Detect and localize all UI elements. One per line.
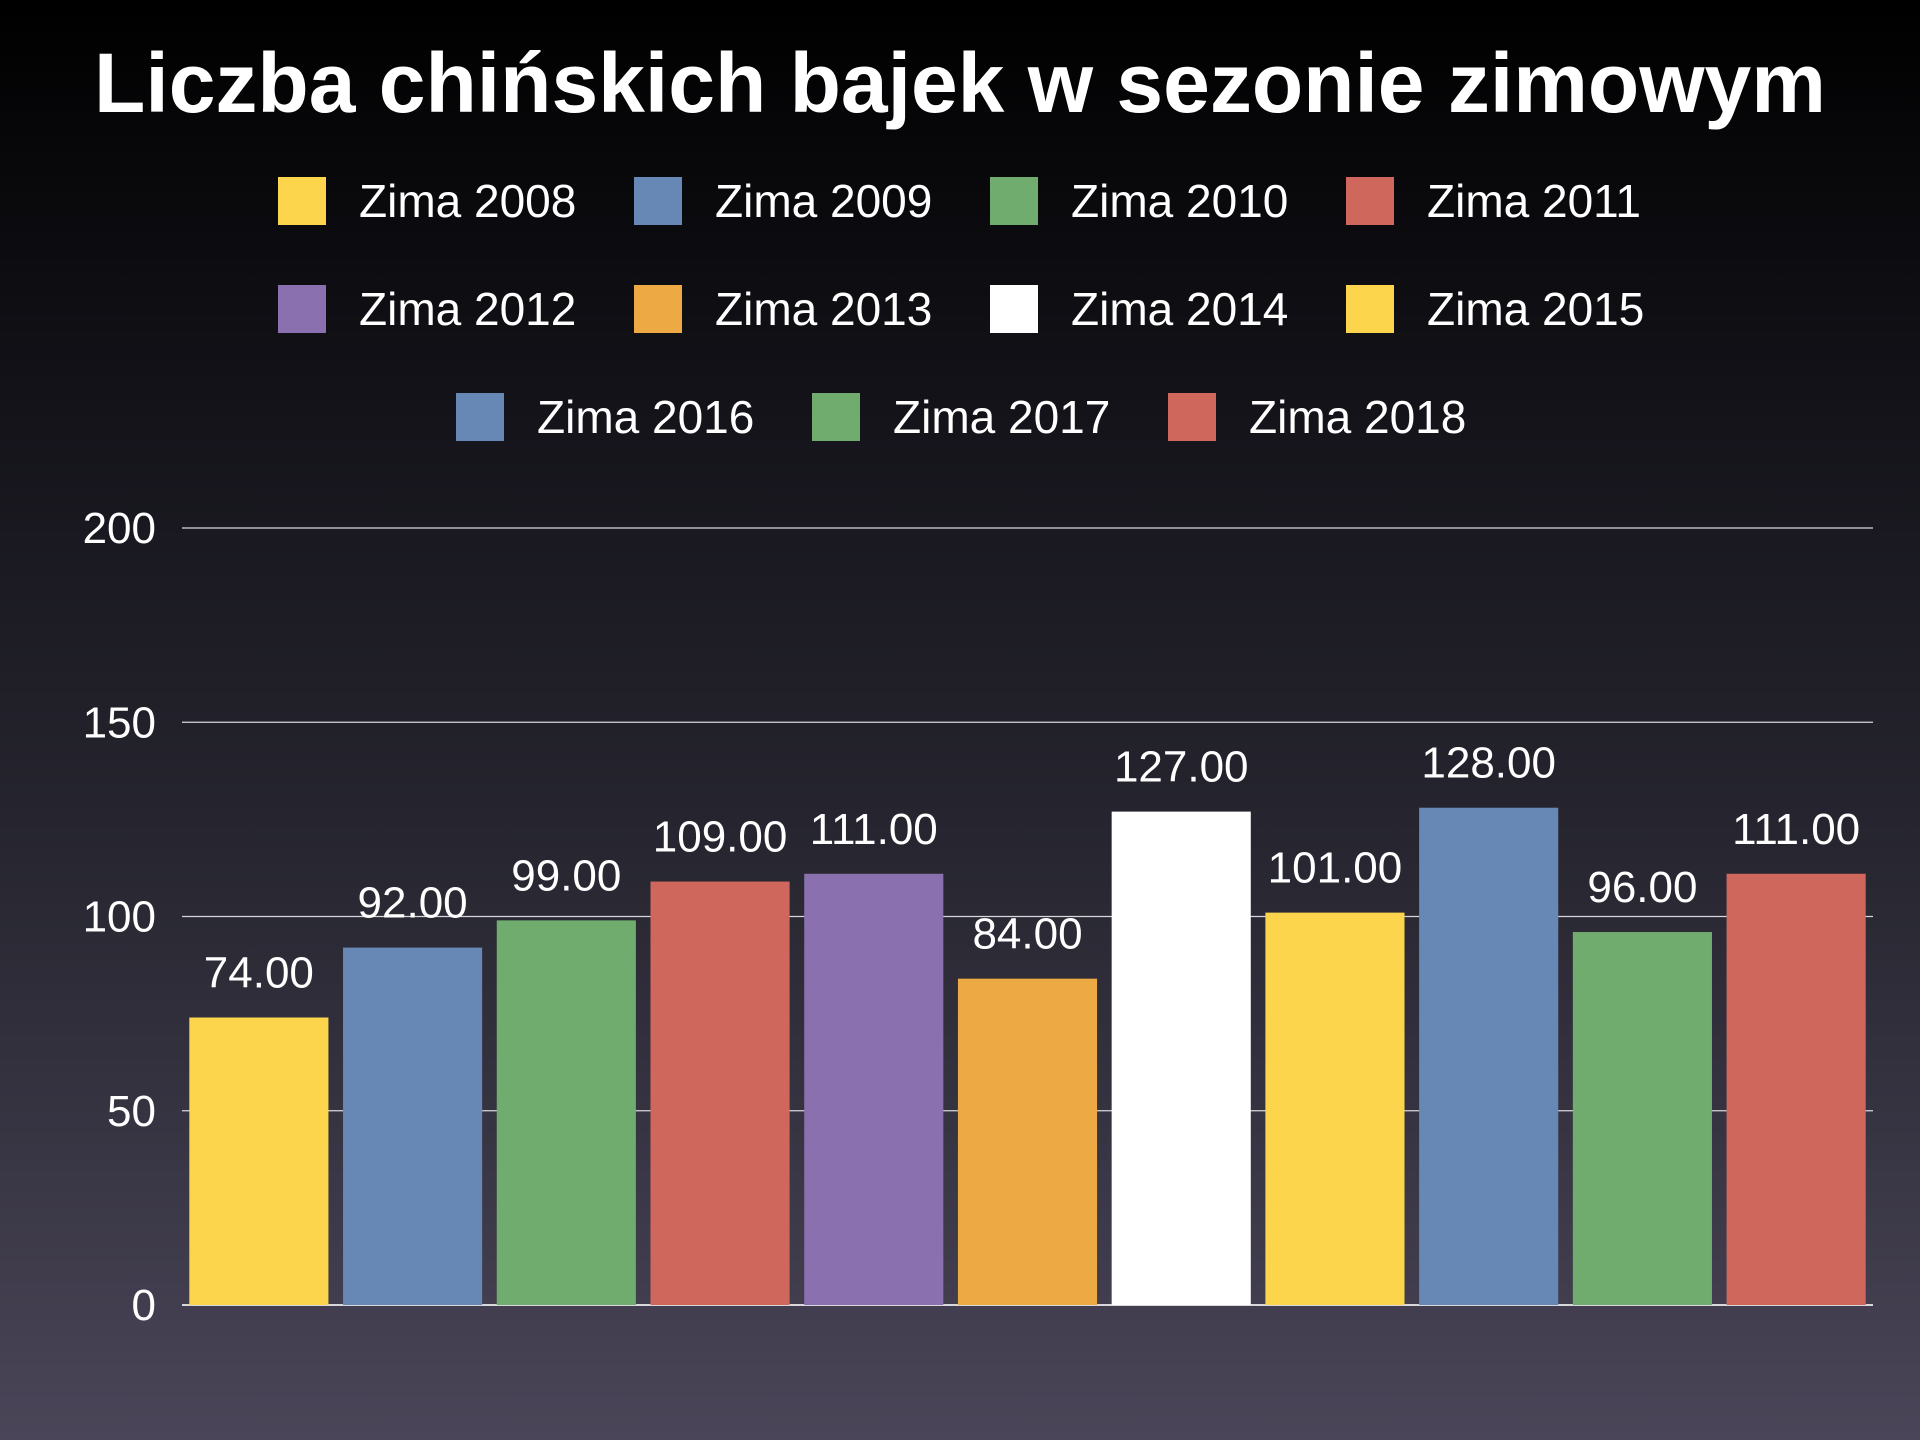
bar [189, 1017, 329, 1305]
bar [1572, 932, 1712, 1305]
bar [804, 873, 944, 1305]
bar-value-label: 92.00 [358, 879, 468, 928]
bar-value-label: 99.00 [511, 851, 621, 900]
bar-value-label: 111.00 [810, 805, 938, 854]
bar [496, 920, 636, 1305]
chart-title: Liczba chińskich bajek w sezonie zimowym [94, 36, 1826, 130]
y-tick-label: 100 [83, 893, 156, 942]
bar-value-label: 96.00 [1587, 863, 1697, 912]
y-tick-label: 50 [107, 1087, 156, 1136]
bar [957, 978, 1098, 1305]
bar [650, 881, 790, 1305]
y-tick-label: 0 [132, 1281, 156, 1330]
bar-value-label: 101.00 [1268, 844, 1403, 893]
bar [1726, 873, 1866, 1305]
bar-value-label: 111.00 [1732, 805, 1860, 854]
bar [343, 947, 483, 1305]
bar-value-label: 74.00 [204, 949, 314, 998]
bar-value-label: 128.00 [1421, 739, 1556, 788]
y-tick-label: 150 [83, 698, 156, 747]
bar [1419, 807, 1559, 1305]
bar [1111, 811, 1251, 1305]
bars [189, 807, 1866, 1305]
bar-value-label: 109.00 [653, 813, 788, 862]
y-axis-ticks: 0 50 100 150 200 [83, 504, 156, 1330]
y-tick-label: 200 [83, 504, 156, 553]
bar-value-label: 84.00 [972, 910, 1082, 959]
bar [1265, 912, 1405, 1305]
bar-value-label: 127.00 [1114, 743, 1249, 792]
value-labels: 74.00 92.00 99.00 109.00 111.00 84.00 127.00 10… [204, 739, 1860, 998]
